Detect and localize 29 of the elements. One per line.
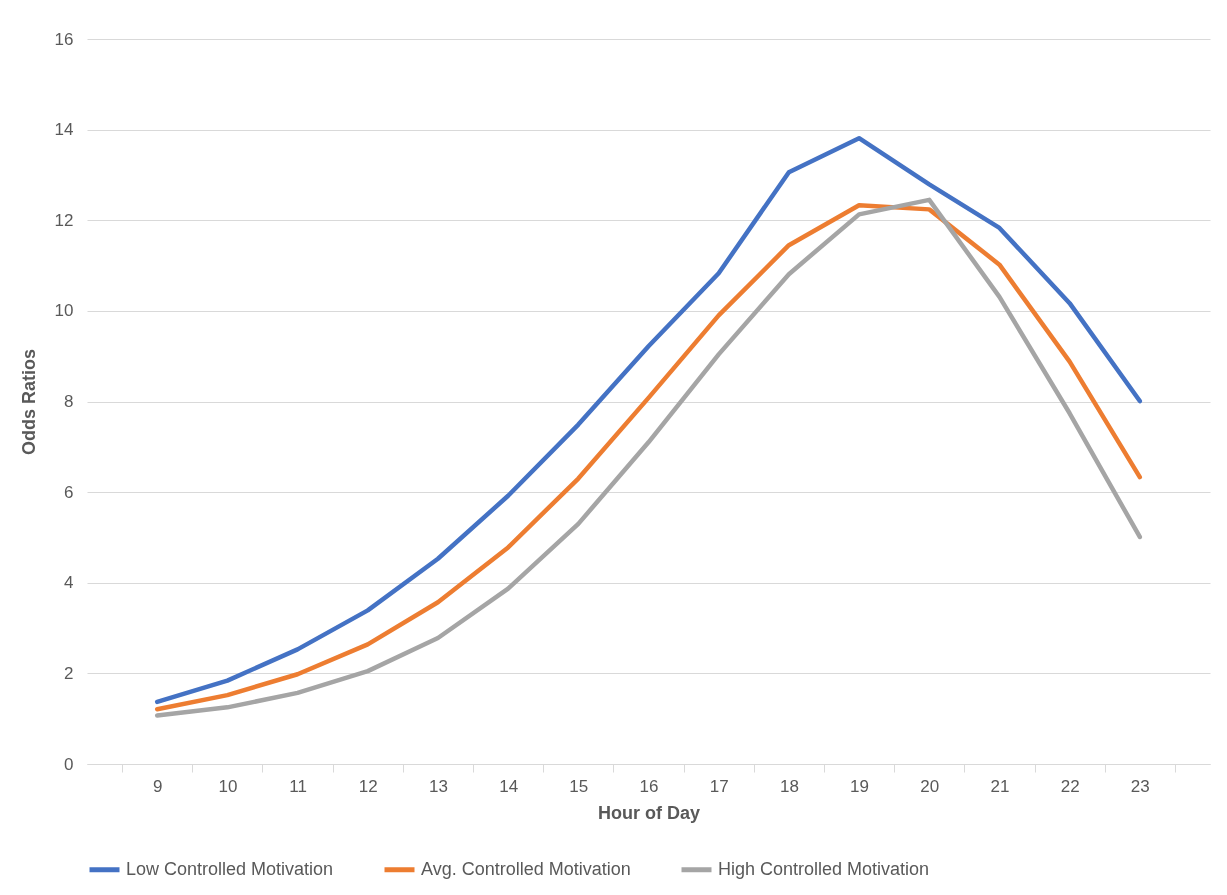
y-tick-label: 2: [64, 663, 74, 683]
x-tick-label: 9: [152, 776, 163, 796]
x-tick-label: 11: [289, 776, 307, 796]
y-axis-title: Odds Ratios: [18, 348, 39, 456]
x-tick-label: 23: [1130, 776, 1150, 796]
y-tick-label: 6: [64, 482, 74, 502]
x-tick-label: 19: [850, 776, 870, 796]
y-tick-label: 10: [54, 301, 74, 321]
x-tick-label: 10: [218, 776, 238, 796]
x-tick-label: 16: [639, 776, 659, 796]
x-tick-label: 15: [569, 776, 589, 796]
x-tick-label: 17: [709, 776, 729, 796]
x-tick-label: 21: [990, 776, 1010, 796]
x-tick-label: 22: [1060, 776, 1080, 796]
y-tick-label: 8: [64, 392, 74, 411]
y-tick-label: 4: [64, 573, 74, 593]
y-tick-label: 12: [54, 210, 74, 230]
x-tick-label: 18: [779, 776, 799, 796]
legend-label: Avg. Controlled Motivation: [421, 858, 631, 879]
y-tick-label: 0: [64, 754, 74, 774]
x-tick-label: 13: [428, 776, 448, 796]
y-tick-label: 16: [54, 29, 74, 49]
y-tick-label: 14: [54, 120, 74, 140]
x-axis-title: Hour of Day: [597, 802, 701, 823]
x-tick-label: 14: [499, 776, 519, 796]
legend-label: High Controlled Motivation: [718, 858, 930, 879]
legend-label: Low Controlled Motivation: [126, 858, 334, 879]
x-tick-label: 12: [358, 776, 378, 796]
x-tick-label: 20: [920, 776, 940, 796]
